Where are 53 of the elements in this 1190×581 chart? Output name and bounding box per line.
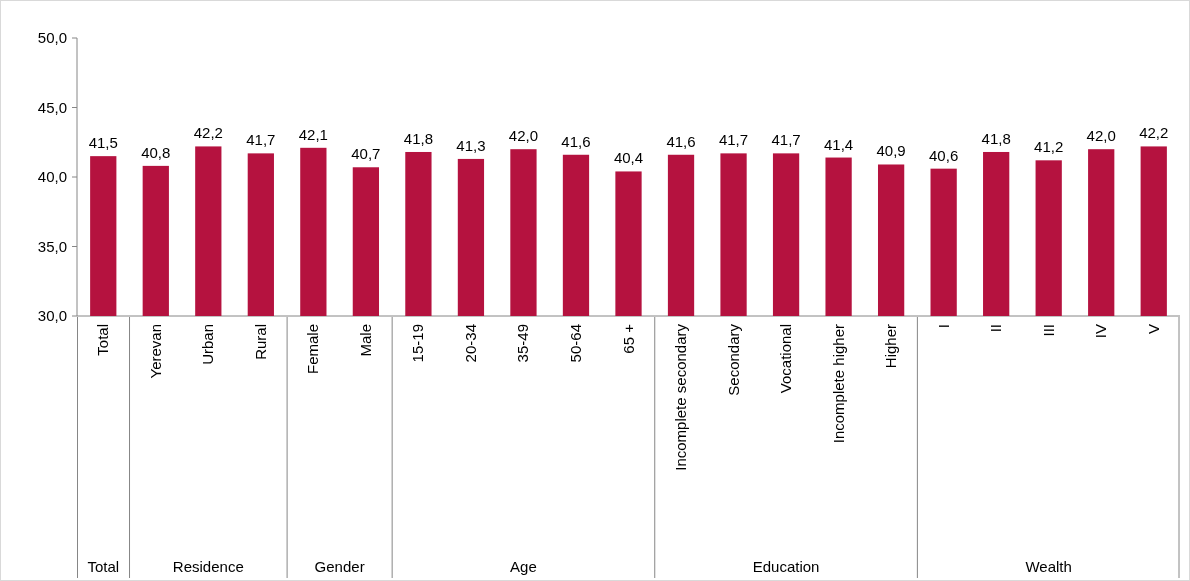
text: Residence [172, 558, 244, 575]
x-tick-label: Yerevan [146, 324, 164, 379]
y-tick-label: 40,0 [37, 168, 67, 186]
data-label: 41,7 [718, 131, 749, 149]
data-label: 41,8 [981, 129, 1011, 147]
data-label: 41,6 [561, 132, 591, 150]
x-tick-label: 15-19 [409, 324, 427, 363]
data-label: 41,8 [403, 129, 434, 147]
x-tick-label: Urban [199, 324, 217, 365]
data-label: 40,9 [876, 142, 906, 160]
data-label: 42,1 [298, 125, 328, 143]
x-tick-label: Female [304, 324, 322, 375]
y-tick-label: 35,0 [37, 237, 67, 255]
x-tick-label: Total [94, 324, 112, 356]
x-tick-label: Incomplete higher [829, 324, 847, 444]
x-tick-label: Rural [251, 324, 269, 360]
data-label: 40,7 [351, 145, 381, 163]
x-tick-label: Secondary [724, 323, 742, 396]
x-tick-label: Male [356, 324, 374, 357]
data-label: 41,3 [456, 136, 486, 154]
text: Education [752, 558, 820, 575]
x-tick-label: I [934, 324, 952, 329]
data-label: 42,0 [508, 127, 539, 145]
data-label: 40,4 [613, 149, 644, 167]
text: Gender [314, 558, 365, 575]
x-tick-label: Incomplete secondary [672, 323, 690, 471]
data-label: 41,7 [771, 131, 801, 149]
x-tick-label: Higher [882, 324, 900, 369]
data-label: 41,2 [1034, 138, 1064, 156]
text: Age [510, 558, 537, 575]
x-tick-label: II [987, 324, 1005, 333]
data-label: 41,7 [246, 131, 276, 149]
x-tick-label: Vocational [777, 324, 795, 394]
y-tick-label: 50,0 [37, 29, 67, 47]
data-label: 42,2 [193, 124, 223, 142]
data-label: 41,5 [88, 134, 118, 152]
data-label: 41,6 [666, 132, 696, 150]
data-label: 41,4 [823, 135, 854, 153]
x-tick-label: III [1039, 324, 1057, 337]
x-tick-label: 50-64 [566, 324, 584, 363]
x-tick-label: 35-49 [514, 324, 532, 363]
x-tick-label: IV [1092, 324, 1110, 339]
data-label: 40,6 [929, 146, 959, 164]
text: Total [87, 558, 120, 575]
data-label: 40,8 [141, 143, 171, 161]
x-tick-label: 65 + [619, 323, 637, 354]
data-label: 42,0 [1086, 127, 1116, 145]
y-tick-label: 30,0 [37, 307, 67, 325]
x-tick-label: V [1144, 324, 1162, 335]
data-label: 42,2 [1139, 124, 1169, 142]
x-tick-label: 20-34 [461, 324, 479, 363]
text: Wealth [1025, 558, 1072, 575]
y-tick-label: 45,0 [37, 98, 67, 116]
